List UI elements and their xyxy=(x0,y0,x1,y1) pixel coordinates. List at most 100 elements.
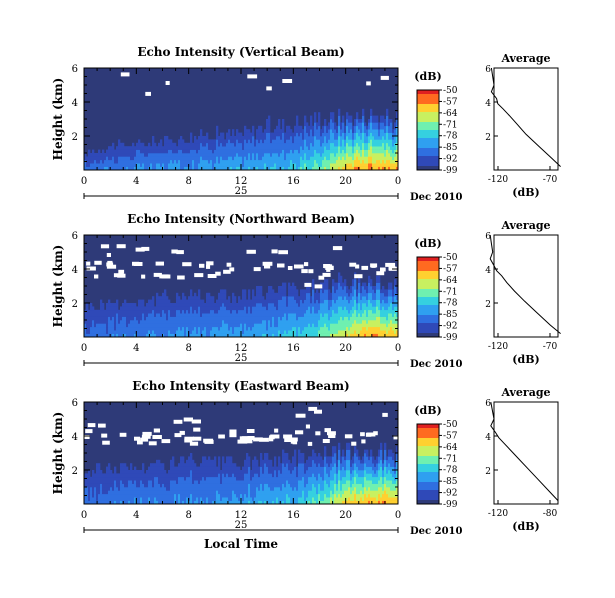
heatmap-cell xyxy=(392,303,395,307)
heatmap-cell xyxy=(152,313,155,317)
heatmap-cell xyxy=(286,299,289,304)
heatmap-cell xyxy=(124,153,127,157)
heatmap-cell xyxy=(280,309,283,314)
heatmap-cell xyxy=(240,146,243,150)
heatmap-cell xyxy=(152,296,155,300)
heatmap-cell xyxy=(136,483,139,488)
heatmap-cell xyxy=(232,333,235,338)
heatmap-cell xyxy=(374,286,377,290)
heatmap-cell xyxy=(368,313,371,317)
heatmap-cell xyxy=(182,139,185,144)
heatmap-cell xyxy=(258,159,261,164)
heatmap-cell xyxy=(300,142,303,147)
heatmap-cell xyxy=(130,490,133,495)
heatmap-cell xyxy=(370,142,373,147)
missing-data-mark xyxy=(282,79,293,83)
heatmap-cell xyxy=(346,153,349,157)
heatmap-cell xyxy=(390,292,393,297)
heatmap-cell xyxy=(152,153,155,157)
heatmap-cell xyxy=(170,313,173,317)
heatmap-cell xyxy=(138,333,141,338)
heatmap-cell xyxy=(270,333,273,338)
heatmap-cell xyxy=(130,303,133,307)
heatmap-cell xyxy=(298,323,301,328)
missing-data-mark xyxy=(199,263,205,268)
heatmap-cell xyxy=(92,149,95,154)
heatmap-cell xyxy=(152,480,155,484)
heatmap-cell xyxy=(342,149,345,154)
heatmap-cell xyxy=(94,490,97,495)
heatmap-cell xyxy=(186,333,189,338)
heatmap-cell xyxy=(208,476,211,481)
heatmap-cell xyxy=(388,326,391,331)
heatmap-cell xyxy=(144,326,147,331)
heatmap-cell xyxy=(174,490,177,495)
heatmap-cell xyxy=(166,333,169,338)
heatmap-cell xyxy=(186,313,189,317)
heatmap-cell xyxy=(282,119,285,123)
heatmap-cell xyxy=(362,289,365,294)
colorbar-swatch xyxy=(417,144,439,147)
heatmap-cell xyxy=(184,473,187,478)
heatmap-cell xyxy=(182,309,185,314)
heatmap-cell xyxy=(102,490,105,495)
heatmap-cell xyxy=(378,323,381,328)
heatmap-cell xyxy=(386,122,389,127)
heatmap-cell xyxy=(94,316,97,321)
colorbar-swatch xyxy=(417,142,439,145)
heatmap-cell xyxy=(374,119,377,123)
heatmap-cell xyxy=(220,292,223,297)
heatmap-cell xyxy=(338,132,341,137)
heatmap-cell xyxy=(118,323,121,328)
heatmap-cell xyxy=(214,306,217,311)
heatmap-cell xyxy=(128,163,131,167)
heatmap-cell xyxy=(374,149,377,154)
heatmap-cell xyxy=(216,487,219,491)
heatmap-cell xyxy=(346,333,349,338)
heatmap-cell xyxy=(270,156,273,161)
heatmap-cell xyxy=(212,490,215,495)
heatmap-cell xyxy=(156,493,159,498)
heatmap-cell xyxy=(98,330,101,334)
heatmap-cell xyxy=(128,483,131,488)
heatmap-cell xyxy=(268,156,271,161)
heatmap-cell xyxy=(136,313,139,317)
heatmap-cell xyxy=(354,286,357,290)
heatmap-cell xyxy=(390,149,393,154)
heatmap-cell xyxy=(328,313,331,317)
heatmap-cell xyxy=(282,129,285,133)
heatmap-cell xyxy=(106,476,109,481)
heatmap-cell xyxy=(310,122,313,127)
heatmap-cell xyxy=(248,146,251,150)
heatmap-cell xyxy=(318,330,321,334)
heatmap-cell xyxy=(384,129,387,133)
heatmap-cell xyxy=(132,142,135,147)
heatmap-cell xyxy=(112,313,115,317)
heatmap-cell xyxy=(214,456,217,461)
heatmap-cell xyxy=(352,142,355,147)
heatmap-cell xyxy=(142,470,145,474)
heatmap-cell xyxy=(158,313,161,317)
heatmap-cell xyxy=(166,316,169,321)
heatmap-cell xyxy=(284,159,287,164)
heatmap-cell xyxy=(266,139,269,144)
heatmap-cell xyxy=(346,146,349,150)
heatmap-cell xyxy=(178,500,181,505)
heatmap-cell xyxy=(196,466,199,471)
heatmap-cell xyxy=(358,139,361,144)
heatmap-cell xyxy=(322,289,325,294)
heatmap-cell xyxy=(112,309,115,314)
heatmap-cell xyxy=(112,320,115,324)
colorbar-swatch xyxy=(417,130,439,133)
heatmap-cell xyxy=(388,309,391,314)
heatmap-cell xyxy=(234,333,237,338)
heatmap-cell xyxy=(270,309,273,314)
heatmap-cell xyxy=(126,476,129,481)
heatmap-cell xyxy=(116,163,119,167)
heatmap-cell xyxy=(152,299,155,304)
heatmap-cell xyxy=(386,330,389,334)
heatmap-cell xyxy=(148,330,151,334)
heatmap-cell xyxy=(268,309,271,314)
heatmap-cell xyxy=(96,153,99,157)
heatmap-cell xyxy=(244,303,247,307)
